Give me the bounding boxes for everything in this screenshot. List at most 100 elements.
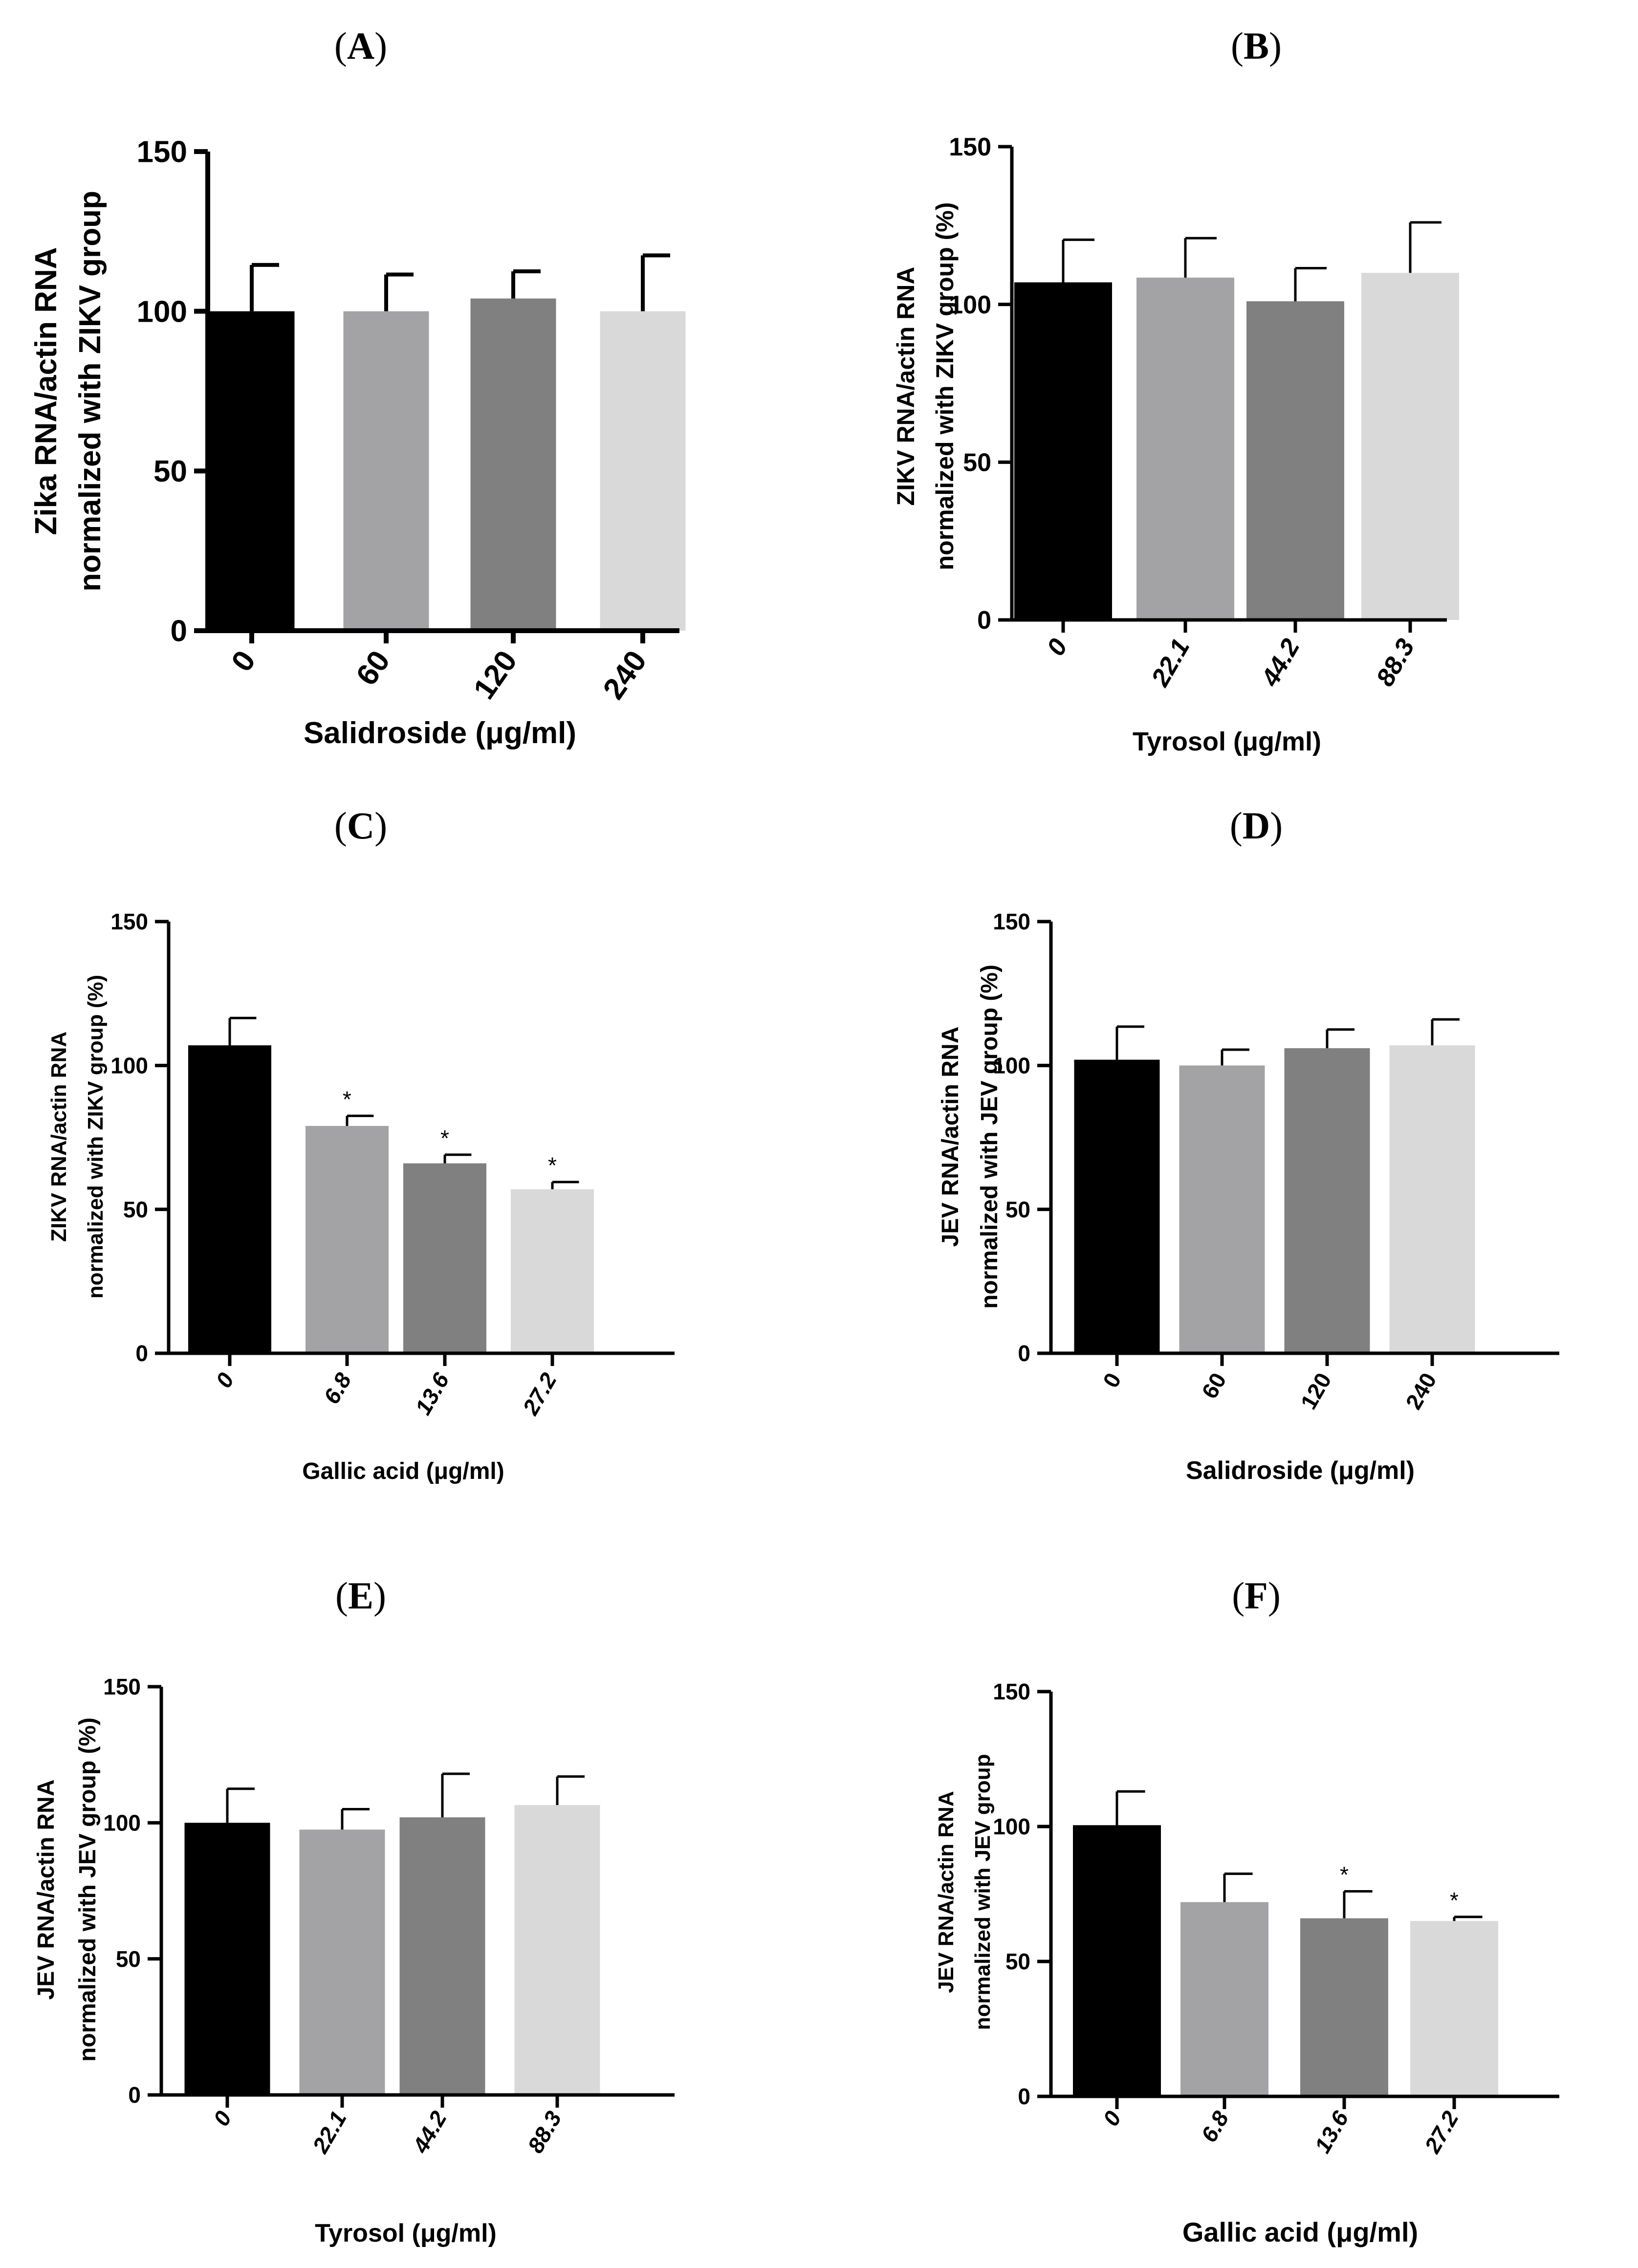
y-axis-label: ZIKV RNA/actin RNA [892,267,919,506]
y-tick-label: 150 [103,1674,141,1699]
y-tick-label: 100 [137,295,187,329]
x-tick-label: 22.1 [307,2107,351,2158]
x-tick-label: 0 [1098,2107,1126,2131]
panel-label: (D) [1230,804,1283,847]
bar-27.2 [1410,1921,1498,2096]
x-tick-label: 120 [1295,1368,1336,1413]
significance-marker: * [343,1086,351,1112]
x-axis-label: Gallic acid (μg/ml) [302,1458,504,1484]
x-tick-label: 22.1 [1146,634,1195,692]
y-axis-label: JEV RNA/actin RNA [938,1027,963,1247]
chart-panel-f: (F) * * 0 50 100 150 0 6.8 13.6 27.2 JEV RNA/actin … [934,1574,1559,2247]
y-axis-label: normalized with JEV group (%) [977,965,1003,1309]
x-tick-label: 44.2 [407,2107,452,2158]
chart-panel-b: (B) 0 50 100 150 0 22.1 44.2 88.3 ZIKV RNA/actin … [892,24,1459,756]
bar-6.8 [1180,1902,1268,2096]
panel-label: (C) [334,804,387,847]
y-axis-label: normalized with JEV group (%) [75,1718,101,2062]
significance-marker: * [1340,1862,1349,1887]
bar-0 [188,1045,271,1353]
x-tick-label: 13.6 [410,1368,454,1419]
y-axis-label: JEV RNA/actin RNA [33,1780,59,2000]
chart-panel-e: (E) 0 50 100 150 0 22.1 44.2 88.3 JEV RNA/actin R… [33,1574,675,2247]
bar-0 [1014,282,1112,620]
bar-120 [1284,1048,1370,1353]
y-axis-label: normalized with ZIKV group (%) [84,975,108,1299]
x-axis-label: Tyrosol (μg/ml) [315,2219,497,2247]
bar-0 [1074,1059,1160,1353]
chart-panel-d: (D) 0 50 100 150 0 60 120 240 JEV RNA/actin RNA no… [938,804,1559,1485]
x-axis-label: Salidroside (μg/ml) [304,716,576,750]
y-tick-label: 150 [110,909,148,934]
y-tick-label: 0 [1018,2084,1030,2109]
y-tick-label: 50 [116,1946,141,1972]
x-axis-label: Salidroside (μg/ml) [1186,1456,1415,1485]
y-tick-label: 100 [993,1814,1030,1839]
chart-panel-a: (A) 0 50 100 150 0 60 120 240 Zika RNA/actin RNA n… [29,24,686,750]
y-axis-label: JEV RNA/actin RNA [934,1791,958,1993]
y-axis-label: normalized with ZIKV group [73,191,107,592]
x-tick-label: 0 [1098,1368,1126,1392]
x-tick-label: 27.2 [517,1368,562,1420]
x-tick-label: 60 [1197,1368,1231,1403]
y-tick-label: 50 [1005,1949,1030,1974]
x-tick-label: 0 [211,1368,239,1392]
x-tick-label: 120 [467,644,524,705]
y-axis-label: Zika RNA/actin RNA [29,247,63,535]
x-tick-label: 240 [597,644,654,705]
y-tick-label: 150 [993,1679,1030,1704]
panel-label: (E) [335,1574,386,1617]
x-axis-label: Tyrosol (μg/ml) [1133,727,1321,756]
bar-27.2 [511,1189,594,1353]
y-axis-label: normalized with ZIKV group (%) [931,202,959,571]
bar-240 [600,311,686,631]
bar-13.6 [403,1163,486,1353]
bar-0 [1073,1825,1161,2096]
x-tick-label: 240 [1400,1368,1441,1413]
panel-label: (B) [1231,24,1282,67]
bar-0 [209,311,295,631]
x-tick-label: 0 [208,2107,237,2131]
y-tick-label: 100 [110,1053,148,1078]
x-tick-label: 0 [1042,634,1073,661]
bar-88.3 [514,1805,600,2095]
y-tick-label: 0 [135,1341,148,1366]
y-axis-label: ZIKV RNA/actin RNA [47,1032,71,1242]
y-tick-label: 150 [949,133,991,161]
y-tick-label: 100 [993,1053,1030,1078]
y-tick-label: 0 [128,2082,141,2108]
y-tick-label: 0 [977,606,991,635]
bar-22.1 [1136,277,1234,620]
x-tick-label: 6.8 [1196,2107,1234,2147]
x-tick-label: 44.2 [1256,634,1305,692]
y-tick-label: 100 [103,1810,141,1835]
x-tick-label: 88.3 [1371,634,1420,691]
y-tick-label: 50 [1005,1197,1030,1222]
significance-marker: * [440,1125,449,1151]
y-tick-label: 0 [171,615,187,648]
x-tick-label: 88.3 [523,2107,567,2158]
x-tick-label: 27.2 [1419,2107,1463,2158]
y-tick-label: 0 [1018,1341,1030,1366]
bar-44.2 [399,1817,485,2095]
significance-marker: * [1450,1888,1459,1913]
y-tick-label: 50 [153,455,187,488]
y-axis-label: normalized with JEV group [971,1754,995,2030]
bar-60 [1179,1065,1265,1353]
bar-13.6 [1300,1918,1388,2096]
y-tick-label: 100 [949,291,991,319]
bar-22.1 [299,1829,385,2095]
x-tick-label: 0 [225,644,262,678]
bar-0 [184,1823,270,2095]
y-tick-label: 50 [123,1197,148,1222]
panel-label: (A) [334,24,387,67]
y-tick-label: 50 [963,449,991,477]
bar-60 [343,311,429,631]
y-tick-label: 150 [137,135,187,169]
x-tick-label: 13.6 [1310,2107,1354,2158]
chart-panel-c: (C) * * * 0 50 100 150 0 6.8 13.6 27.2 ZIKV RNA/acti… [47,804,675,1484]
bar-120 [470,298,556,631]
x-axis-label: Gallic acid (μg/ml) [1182,2217,1418,2247]
x-tick-label: 60 [349,644,396,691]
